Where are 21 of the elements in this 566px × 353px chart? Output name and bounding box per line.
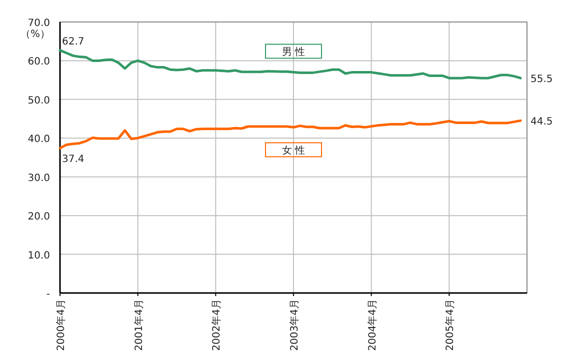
y-tick-label: 40.0 — [28, 134, 50, 146]
y-tick-label: 20.0 — [28, 212, 50, 223]
y-tick-label: 60.0 — [28, 56, 50, 68]
x-tick-label: 2005年4月 — [444, 299, 456, 351]
series-label: 女 性 — [282, 144, 306, 157]
x-tick-label: 2003年4月 — [288, 299, 300, 351]
y-tick-label: 30.0 — [28, 172, 50, 184]
x-tick-label: 2002年4月 — [210, 299, 223, 351]
x-tick-label: 2001年4月 — [132, 299, 145, 351]
x-tick-label: 2004年4月 — [366, 299, 378, 351]
y-tick-label: - — [46, 289, 50, 300]
y-tick-label: 50.0 — [28, 95, 50, 106]
annotation: 62.7 — [62, 36, 84, 48]
annotation: 55.5 — [530, 74, 553, 86]
y-axis-title: （%） — [20, 29, 50, 40]
series-label: 男 性 — [282, 46, 306, 58]
y-tick-label: 70.0 — [28, 18, 50, 29]
annotation: 44.5 — [530, 116, 553, 128]
y-tick-label: 10.0 — [28, 250, 50, 262]
x-tick-label: 2000年4月 — [55, 299, 67, 351]
annotation: 37.4 — [62, 154, 84, 166]
